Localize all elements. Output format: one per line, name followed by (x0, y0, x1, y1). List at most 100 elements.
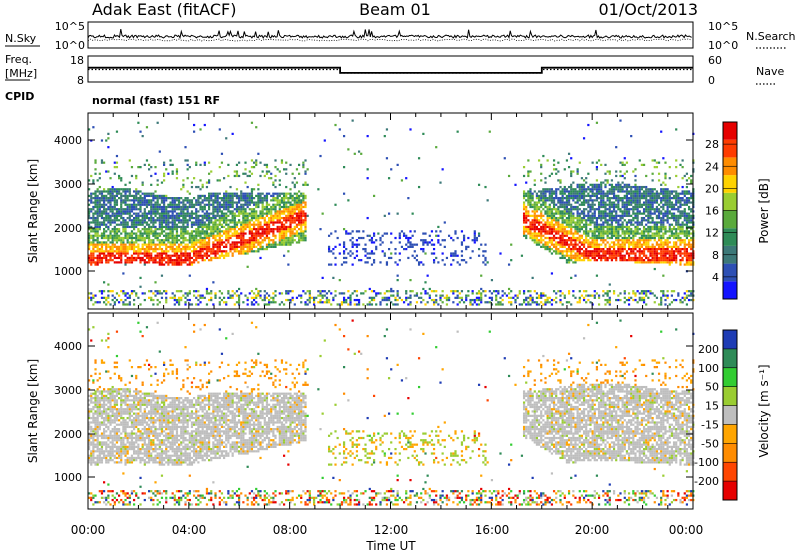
power-cell (201, 205, 204, 209)
power-cell (117, 177, 121, 180)
power-cell (250, 192, 254, 195)
power-cell (627, 214, 631, 217)
power-cell (454, 250, 457, 253)
power-cell (160, 256, 164, 260)
power-cell (563, 210, 566, 213)
power-cell (473, 241, 476, 244)
power-cell (550, 219, 554, 222)
power-cell (527, 212, 530, 215)
power-cell (246, 212, 249, 215)
power-cell (195, 214, 198, 217)
power-cell (420, 296, 423, 299)
power-cell (132, 199, 136, 202)
power-cell (203, 221, 206, 224)
power-cell (113, 245, 116, 248)
power-cell (527, 194, 530, 198)
power-cell (147, 259, 151, 262)
power-cell (227, 214, 230, 217)
power-cell (173, 243, 176, 246)
power-cell (274, 205, 277, 209)
power-cell (218, 245, 221, 248)
power-cell (379, 292, 382, 295)
power-cell (621, 185, 624, 189)
power-cell (360, 292, 363, 295)
power-cell (291, 208, 294, 211)
power-cell (197, 250, 200, 253)
power-cell (585, 247, 588, 251)
power-cell (606, 199, 609, 202)
power-cell (627, 185, 631, 189)
power-cell (274, 221, 277, 224)
power-cell (462, 234, 466, 237)
power-cell (582, 183, 586, 186)
power-cell (98, 234, 101, 237)
power-cell (291, 210, 294, 213)
power-cell (210, 219, 213, 222)
power-cell (240, 252, 243, 255)
power-cell (259, 201, 262, 204)
power-cell (216, 245, 219, 248)
power-cell (525, 208, 528, 211)
power-cell (199, 236, 202, 240)
power-cell (130, 208, 134, 211)
power-cell (490, 303, 494, 306)
power-cell (255, 223, 258, 226)
power-cell (293, 232, 296, 235)
power-cell (165, 250, 168, 253)
power-cell (171, 210, 174, 213)
power-cell (207, 241, 211, 244)
power-cell (171, 254, 174, 257)
power-cell (152, 261, 155, 264)
power-cell (120, 208, 123, 211)
power-cell (214, 239, 217, 242)
power-cell (190, 234, 194, 237)
power-cell (533, 210, 536, 213)
power-cell (550, 236, 554, 240)
power-cell (180, 259, 183, 262)
power-cell (351, 263, 354, 266)
power-cell (94, 197, 97, 200)
power-cell (98, 177, 101, 180)
power-cell (630, 214, 633, 217)
power-cell (529, 303, 532, 306)
power-cell (415, 254, 419, 257)
power-cell (602, 232, 605, 235)
power-cell (625, 192, 629, 195)
power-cell (154, 219, 157, 222)
power-cell (122, 250, 125, 253)
power-cell (257, 234, 260, 237)
power-cell (332, 252, 335, 255)
power-cell (195, 161, 198, 164)
power-cell (372, 232, 376, 235)
power-cell (484, 256, 487, 260)
power-cell (548, 241, 551, 244)
power-cell (115, 250, 119, 253)
power-cell (550, 192, 554, 195)
power-cell (98, 290, 101, 293)
power-cell (201, 239, 204, 242)
power-cell (88, 254, 91, 257)
power-cell (233, 230, 236, 233)
power-cell (143, 197, 146, 200)
power-cell (177, 212, 181, 215)
power-cell (274, 216, 277, 220)
power-cell (525, 205, 528, 209)
power-cell (552, 243, 556, 246)
power-cell (522, 219, 526, 222)
power-cell (154, 236, 157, 240)
power-cell (578, 296, 581, 299)
power-cell (156, 197, 159, 200)
power-cell (233, 247, 236, 251)
power-cell (231, 214, 234, 217)
power-cell (287, 212, 290, 215)
power-cell (210, 259, 213, 262)
power-cell (169, 197, 172, 200)
power-cell (102, 190, 106, 193)
power-cell (177, 219, 181, 222)
power-cell (220, 210, 224, 213)
power-cell (175, 263, 179, 266)
power-cell (396, 294, 399, 297)
power-cell (627, 232, 631, 235)
power-cell (90, 230, 93, 233)
power-cell (280, 241, 284, 244)
